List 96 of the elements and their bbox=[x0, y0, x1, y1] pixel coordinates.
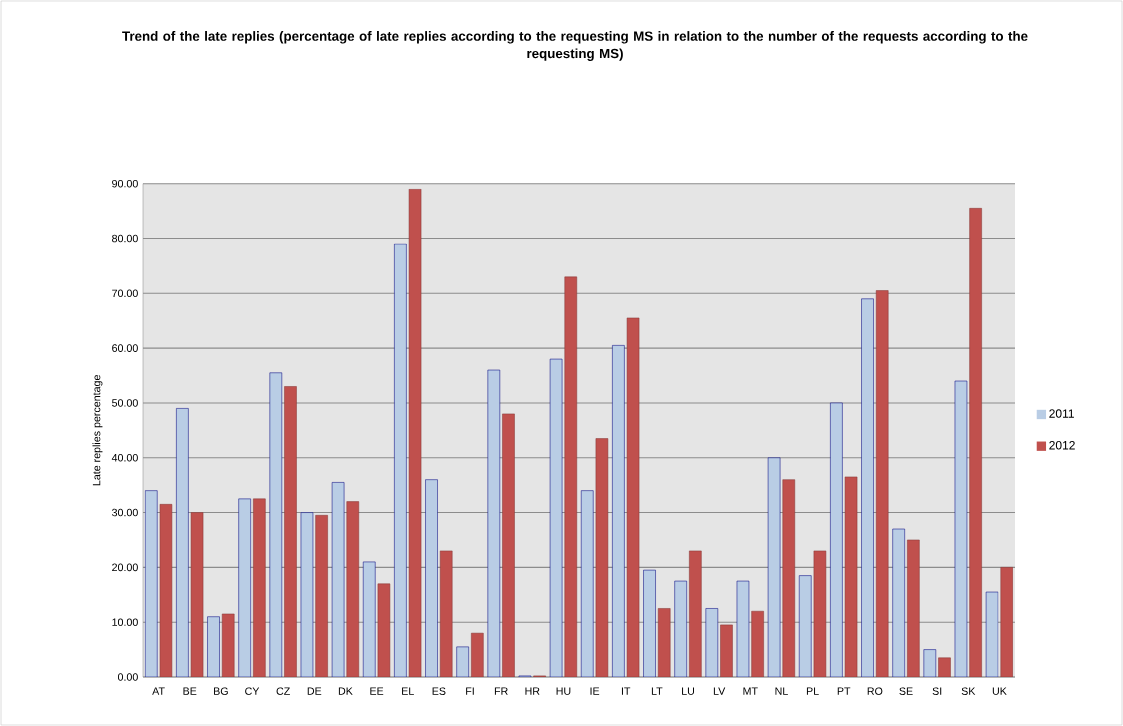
y-tick-label: 50.00 bbox=[112, 399, 138, 407]
x-tick-label: MT bbox=[743, 687, 758, 695]
x-tick-label: CZ bbox=[276, 687, 290, 695]
bar bbox=[626, 317, 640, 677]
x-tick-label: DE bbox=[307, 687, 322, 695]
bar bbox=[394, 243, 407, 677]
bar bbox=[471, 632, 484, 677]
bar bbox=[238, 498, 251, 677]
bar bbox=[253, 498, 266, 677]
x-tick-label: AT bbox=[152, 687, 165, 695]
y-tick-label: 60.00 bbox=[112, 344, 138, 352]
bar bbox=[657, 608, 671, 677]
bar bbox=[612, 345, 625, 677]
x-tick-label: UK bbox=[992, 687, 1007, 695]
x-tick-label: DK bbox=[338, 687, 353, 695]
bar bbox=[377, 583, 391, 677]
x-tick-label: LU bbox=[682, 687, 694, 695]
y-tick-label: 40.00 bbox=[111, 453, 138, 462]
x-tick-label: SE bbox=[899, 687, 913, 695]
bar bbox=[923, 649, 937, 677]
legend-label: 2012 bbox=[1049, 441, 1075, 450]
bar bbox=[207, 616, 220, 677]
x-tick-label: PL bbox=[806, 687, 819, 695]
bar bbox=[331, 482, 345, 677]
bar bbox=[346, 501, 360, 677]
bar bbox=[813, 550, 827, 677]
bar bbox=[190, 512, 204, 677]
y-tick-label: 90.00 bbox=[112, 179, 138, 188]
x-tick-label: HU bbox=[556, 687, 571, 695]
x-tick-label: EE bbox=[370, 687, 384, 695]
bar bbox=[985, 591, 999, 677]
bar bbox=[144, 490, 158, 677]
y-axis-title: Late replies percentage bbox=[92, 375, 103, 486]
bar bbox=[221, 613, 235, 677]
bar bbox=[300, 512, 314, 677]
bar bbox=[674, 580, 687, 677]
bar bbox=[284, 386, 297, 677]
bar bbox=[564, 276, 578, 677]
bar bbox=[315, 515, 328, 677]
x-tick-label: FI bbox=[466, 687, 474, 695]
bar bbox=[938, 657, 951, 677]
x-tick-label: RO bbox=[867, 687, 883, 695]
bar bbox=[549, 358, 563, 677]
x-tick-label: HR bbox=[525, 687, 540, 695]
bar bbox=[439, 550, 453, 677]
x-tick-label: SI bbox=[932, 687, 942, 695]
bar bbox=[767, 457, 781, 677]
bar bbox=[159, 504, 173, 677]
y-tick-label: 10.00 bbox=[112, 618, 138, 626]
bar bbox=[782, 479, 796, 677]
bar bbox=[269, 372, 283, 677]
x-tick-label: BE bbox=[183, 687, 197, 695]
bar bbox=[705, 608, 719, 677]
x-tick-label: EL bbox=[402, 687, 414, 695]
x-tick-label: LV bbox=[713, 687, 726, 695]
y-tick-label: 80.00 bbox=[112, 234, 138, 243]
x-tick-label: IT bbox=[621, 687, 631, 695]
bar bbox=[798, 575, 812, 677]
bar bbox=[595, 438, 609, 677]
bar bbox=[502, 413, 515, 677]
bar bbox=[362, 561, 376, 677]
bar bbox=[892, 528, 905, 677]
bar bbox=[751, 610, 764, 677]
bar bbox=[643, 569, 656, 677]
bar bbox=[861, 298, 874, 677]
x-tick-label: PT bbox=[837, 687, 851, 695]
bar bbox=[907, 539, 920, 677]
bar bbox=[176, 408, 189, 677]
x-tick-label: NL bbox=[775, 687, 788, 695]
bar bbox=[720, 624, 733, 677]
bar bbox=[844, 476, 858, 677]
bar bbox=[487, 369, 501, 677]
bar bbox=[689, 550, 702, 677]
x-tick-label: CY bbox=[245, 687, 260, 695]
y-tick-label: 0.00 bbox=[117, 673, 138, 681]
bar bbox=[830, 402, 843, 677]
bar bbox=[425, 479, 438, 677]
x-tick-label: SK bbox=[961, 687, 976, 695]
x-tick-label: BG bbox=[214, 687, 228, 695]
x-tick-label: IE bbox=[590, 687, 600, 695]
x-tick-label: ES bbox=[432, 687, 446, 695]
bar bbox=[408, 188, 422, 677]
chart-title: Trend of the late replies (percentage of late replies according to the requesting MS in relation to the number of the requests according to the requesting MS) bbox=[122, 31, 1028, 61]
legend-label: 2011 bbox=[1049, 409, 1074, 418]
bar bbox=[736, 580, 750, 677]
bar bbox=[456, 646, 469, 677]
bar bbox=[875, 290, 889, 677]
x-tick-label: FR bbox=[494, 687, 508, 695]
y-tick-label: 30.00 bbox=[112, 508, 138, 517]
bar bbox=[1000, 567, 1014, 677]
bar bbox=[954, 380, 968, 677]
x-tick-label: LT bbox=[651, 687, 663, 695]
y-tick-label: 70.00 bbox=[112, 289, 138, 298]
bar bbox=[969, 208, 982, 677]
bar bbox=[580, 490, 594, 677]
y-tick-label: 20.00 bbox=[112, 563, 138, 572]
